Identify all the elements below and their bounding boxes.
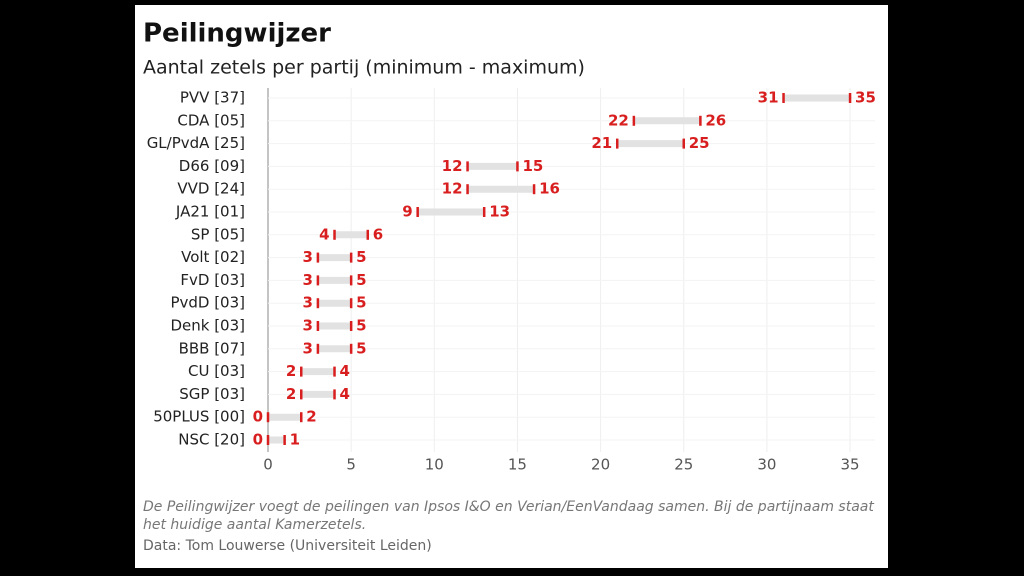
x-tick-label: 5: [346, 456, 356, 474]
low-label: 4: [319, 225, 329, 243]
chart-subtitle: Aantal zetels per partij (minimum - maxi…: [143, 57, 585, 79]
category-label: JA21 [01]: [175, 203, 245, 221]
x-tick-label: 30: [757, 456, 776, 474]
x-tick-label: 10: [425, 456, 444, 474]
x-tick-label: 20: [591, 456, 610, 474]
high-label: 6: [373, 225, 383, 243]
source: Data: Tom Louwerse (Universiteit Leiden): [143, 538, 432, 554]
category-label: CU [03]: [188, 362, 245, 380]
high-label: 26: [705, 111, 726, 129]
low-label: 12: [442, 157, 463, 175]
category-label: CDA [05]: [177, 111, 245, 129]
category-label: GL/PvdA [25]: [147, 134, 245, 152]
category-label: PvdD [03]: [170, 294, 245, 312]
high-label: 25: [689, 134, 710, 152]
category-label: VVD [24]: [177, 180, 245, 198]
high-label: 5: [356, 339, 366, 357]
category-label: Denk [03]: [170, 317, 245, 335]
high-label: 5: [356, 248, 366, 266]
category-label: BBB [07]: [179, 339, 245, 357]
panel: [135, 5, 888, 568]
category-label: FvD [03]: [180, 271, 245, 289]
low-label: 31: [758, 89, 779, 107]
x-tick-label: 15: [508, 456, 527, 474]
x-tick-label: 0: [263, 456, 273, 474]
high-label: 1: [290, 431, 300, 449]
low-label: 2: [286, 362, 296, 380]
low-label: 3: [302, 317, 312, 335]
low-label: 3: [302, 339, 312, 357]
high-label: 2: [306, 408, 316, 426]
high-label: 4: [340, 362, 350, 380]
high-label: 15: [522, 157, 543, 175]
category-label: SP [05]: [191, 225, 245, 243]
high-label: 5: [356, 294, 366, 312]
high-label: 4: [340, 385, 350, 403]
x-tick-label: 35: [841, 456, 860, 474]
note: De Peilingwijzer voegt de peilingen van …: [143, 499, 874, 533]
low-label: 3: [302, 294, 312, 312]
low-label: 2: [286, 385, 296, 403]
category-label: Volt [02]: [181, 248, 245, 266]
category-label: PVV [37]: [180, 89, 245, 107]
low-label: 22: [608, 111, 629, 129]
high-label: 35: [855, 89, 876, 107]
category-label: D66 [09]: [179, 157, 245, 175]
category-label: SGP [03]: [179, 385, 245, 403]
low-label: 3: [302, 248, 312, 266]
category-label: 50PLUS [00]: [153, 408, 245, 426]
low-label: 12: [442, 180, 463, 198]
high-label: 16: [539, 180, 560, 198]
high-label: 5: [356, 271, 366, 289]
chart-title: Peilingwijzer: [143, 19, 331, 49]
low-label: 3: [302, 271, 312, 289]
low-label: 21: [591, 134, 612, 152]
low-label: 0: [253, 408, 263, 426]
low-label: 9: [402, 203, 412, 221]
low-label: 0: [253, 431, 263, 449]
high-label: 13: [489, 203, 510, 221]
category-label: NSC [20]: [178, 431, 245, 449]
x-tick-label: 25: [674, 456, 693, 474]
high-label: 5: [356, 317, 366, 335]
